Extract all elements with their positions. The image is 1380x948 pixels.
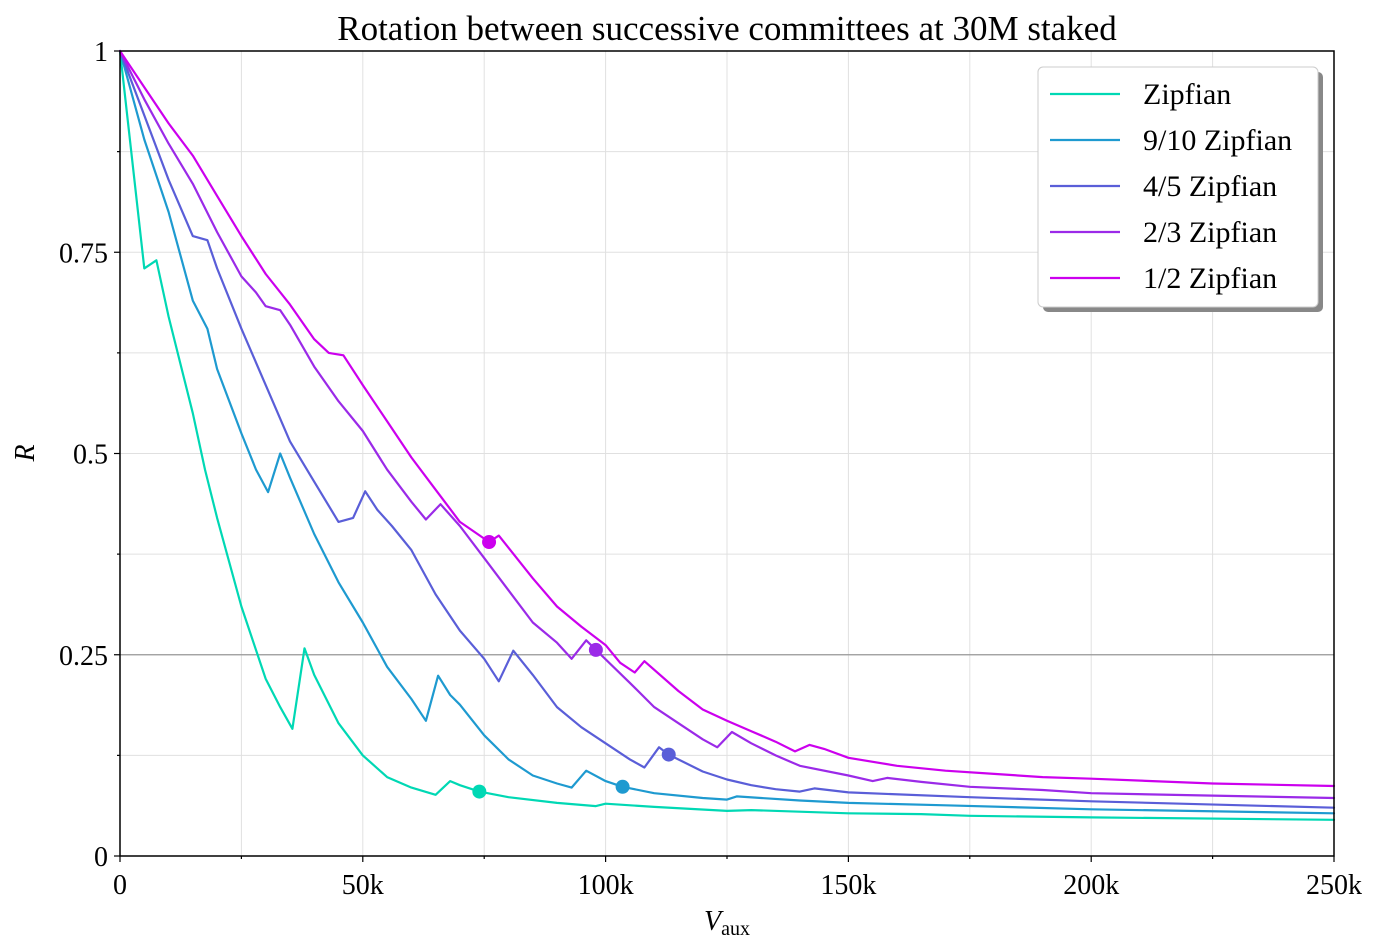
legend-label-4: 1/2 Zipfian bbox=[1143, 262, 1277, 295]
x-tick-label: 50k bbox=[342, 870, 384, 901]
y-tick-label: 0 bbox=[94, 842, 108, 873]
x-axis-label-main: V bbox=[704, 906, 724, 937]
series-line-4 bbox=[118, 49, 1336, 788]
series-marker-2 bbox=[661, 747, 676, 762]
series-group bbox=[118, 49, 1336, 821]
x-tick-label: 250k bbox=[1306, 870, 1362, 901]
y-tick-label: 1 bbox=[94, 37, 108, 68]
x-axis-label-sub: aux bbox=[721, 918, 750, 940]
series-line-2 bbox=[118, 49, 1336, 809]
axis-ticks: 0 50k 100k 150k 200k 250k 0 0.25 0.5 0.75 1 bbox=[59, 37, 1362, 901]
y-tick-label: 0.75 bbox=[59, 238, 108, 269]
legend-items: Zipfian 9/10 Zipfian 4/5 Zipfian 2/3 Zipfia… bbox=[1050, 78, 1292, 295]
y-tick-label: 0.25 bbox=[59, 641, 108, 672]
legend-label-2: 4/5 Zipfian bbox=[1143, 170, 1277, 203]
y-axis-label: R bbox=[10, 444, 41, 462]
series-line-0 bbox=[118, 49, 1336, 821]
series-marker-3 bbox=[588, 642, 603, 657]
legend-label-3: 2/3 Zipfian bbox=[1143, 216, 1277, 249]
x-tick-label: 100k bbox=[578, 870, 634, 901]
legend-box bbox=[1037, 66, 1319, 308]
legend: Zipfian 9/10 Zipfian 4/5 Zipfian 2/3 Zipfia… bbox=[1037, 66, 1323, 312]
legend-label-0: Zipfian bbox=[1143, 78, 1231, 111]
series-marker-4 bbox=[482, 535, 497, 550]
y-tick-label: 0.5 bbox=[73, 440, 108, 471]
x-tick-label: 0 bbox=[113, 870, 127, 901]
chart-title: Rotation between successive committees a… bbox=[337, 9, 1117, 48]
x-axis-label: Vaux bbox=[704, 906, 750, 940]
series-marker-1 bbox=[615, 779, 630, 794]
x-tick-label: 200k bbox=[1063, 870, 1119, 901]
x-tick-label: 150k bbox=[820, 870, 876, 901]
legend-label-1: 9/10 Zipfian bbox=[1143, 124, 1292, 157]
series-marker-0 bbox=[472, 784, 487, 799]
series-line-1 bbox=[118, 49, 1336, 815]
series-line-3 bbox=[118, 49, 1336, 800]
